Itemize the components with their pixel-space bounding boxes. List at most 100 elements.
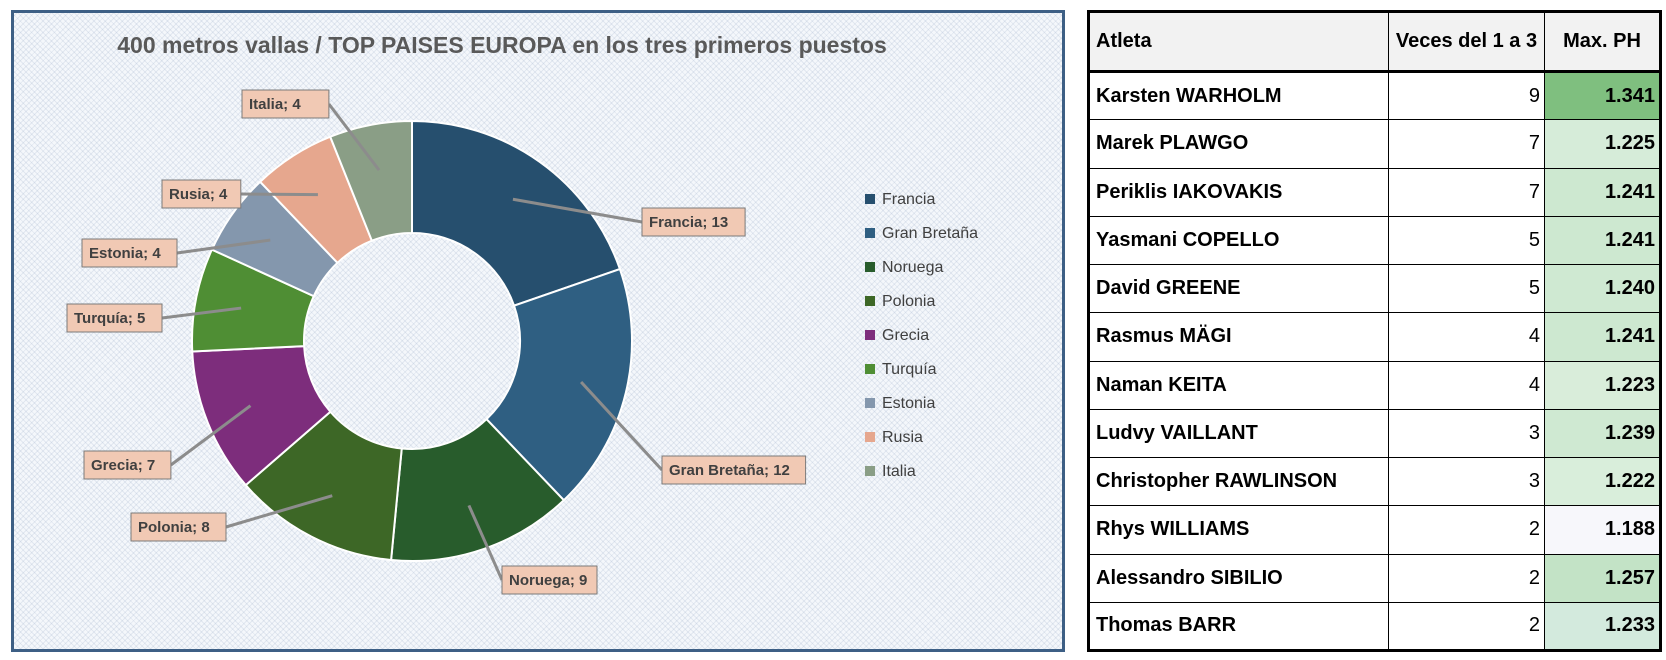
athlete-name: Rhys WILLIAMS xyxy=(1088,505,1389,555)
legend-label: Estonia xyxy=(882,395,935,412)
legend-label: Francia xyxy=(882,191,935,208)
max-ph-value: 1.222 xyxy=(1544,456,1661,507)
table-row: David GREENE 5 1.240 xyxy=(1088,263,1661,314)
athlete-name: Thomas BARR xyxy=(1088,601,1389,652)
data-label-box xyxy=(641,207,746,237)
legend-label: Rusia xyxy=(882,429,923,446)
athlete-name: Naman KEITA xyxy=(1088,360,1389,410)
legend-swatch xyxy=(865,398,875,408)
max-ph-value: 1.223 xyxy=(1544,360,1661,410)
legend-label: Noruega xyxy=(882,259,943,276)
podium-count: 2 xyxy=(1388,553,1545,603)
data-label-box xyxy=(66,303,163,333)
leader-line xyxy=(579,381,664,472)
data-label-box xyxy=(241,89,330,119)
data-label: Estonia; 4 xyxy=(89,245,161,262)
slice-italia xyxy=(328,119,413,243)
max-ph-value: 1.239 xyxy=(1544,408,1661,459)
chart-title: 400 metros vallas / TOP PAISES EUROPA en… xyxy=(117,32,887,58)
data-label-box xyxy=(661,455,807,485)
legend-swatch xyxy=(865,330,875,340)
leader-line xyxy=(176,238,271,255)
max-ph-value: 1.188 xyxy=(1544,505,1661,555)
data-label-box xyxy=(130,512,227,542)
athlete-name: Christopher RAWLINSON xyxy=(1088,456,1389,507)
max-ph-value: 1.341 xyxy=(1544,70,1661,121)
table-row: Yasmani COPELLO 5 1.241 xyxy=(1088,215,1661,266)
podium-count: 4 xyxy=(1388,312,1545,362)
data-label-box xyxy=(161,179,242,209)
data-label: Grecia; 7 xyxy=(91,457,155,474)
athlete-name: Yasmani COPELLO xyxy=(1088,215,1389,266)
header-times: Veces del 1 a 3 xyxy=(1388,11,1545,73)
table-header-row: Atleta Veces del 1 a 3 Max. PH xyxy=(1088,11,1661,73)
leader-line xyxy=(225,494,333,529)
athlete-name: Karsten WARHOLM xyxy=(1088,70,1389,121)
table-row: Marek PLAWGO 7 1.225 xyxy=(1088,119,1661,169)
legend: Francia Gran Bretaña Noruega Polonia Grecia T… xyxy=(865,191,978,480)
max-ph-value: 1.241 xyxy=(1544,312,1661,362)
table-row: Rasmus MÄGI 4 1.241 xyxy=(1088,312,1661,362)
data-labels: Francia; 13 Gran Bretaña; 12 Noruega; 9 Pol… xyxy=(66,89,807,595)
podium-count: 5 xyxy=(1388,263,1545,314)
athlete-name: Rasmus MÄGI xyxy=(1088,312,1389,362)
max-ph-value: 1.241 xyxy=(1544,215,1661,266)
table-row: Ludvy VAILLANT 3 1.239 xyxy=(1088,408,1661,459)
slice-francia xyxy=(411,119,622,307)
podium-count: 7 xyxy=(1388,119,1545,169)
athlete-name: Periklis IAKOVAKIS xyxy=(1088,167,1389,217)
podium-count: 5 xyxy=(1388,215,1545,266)
table-row: Naman KEITA 4 1.223 xyxy=(1088,360,1661,410)
athletes-table: Atleta Veces del 1 a 3 Max. PH Karsten W… xyxy=(1087,10,1662,652)
max-ph-value: 1.225 xyxy=(1544,119,1661,169)
athlete-name: Alessandro SIBILIO xyxy=(1088,553,1389,603)
podium-count: 9 xyxy=(1388,70,1545,121)
athlete-name: David GREENE xyxy=(1088,263,1389,314)
legend-label: Grecia xyxy=(882,327,929,344)
leader-line xyxy=(161,306,242,320)
header-max-ph: Max. PH xyxy=(1544,11,1661,73)
athlete-name: Marek PLAWGO xyxy=(1088,119,1389,169)
table-row: Christopher RAWLINSON 3 1.222 xyxy=(1088,456,1661,507)
legend-swatch xyxy=(865,432,875,442)
data-label-box xyxy=(83,450,172,480)
legend-swatch xyxy=(865,364,875,374)
leader-line xyxy=(512,197,643,224)
legend-swatch xyxy=(865,296,875,306)
header-athlete: Atleta xyxy=(1088,11,1389,73)
data-label: Francia; 13 xyxy=(649,214,728,231)
data-label: Rusia; 4 xyxy=(169,186,228,203)
max-ph-value: 1.233 xyxy=(1544,601,1661,652)
legend-swatch xyxy=(865,262,875,272)
athlete-name: Ludvy VAILLANT xyxy=(1088,408,1389,459)
donut-chart: 400 metros vallas / TOP PAISES EUROPA en… xyxy=(66,32,978,595)
podium-count: 3 xyxy=(1388,456,1545,507)
data-label: Turquía; 5 xyxy=(74,310,145,327)
data-label: Italia; 4 xyxy=(249,96,301,113)
podium-count: 4 xyxy=(1388,360,1545,410)
legend-label: Polonia xyxy=(882,293,935,310)
chart-panel: 400 metros vallas / TOP PAISES EUROPA en… xyxy=(11,10,1065,652)
table-row: Periklis IAKOVAKIS 7 1.241 xyxy=(1088,167,1661,217)
legend-swatch xyxy=(865,228,875,238)
table-row: Rhys WILLIAMS 2 1.188 xyxy=(1088,505,1661,555)
podium-count: 2 xyxy=(1388,601,1545,652)
leader-line xyxy=(327,103,381,172)
data-label: Polonia; 8 xyxy=(138,519,210,536)
data-label: Noruega; 9 xyxy=(509,572,587,589)
legend-swatch xyxy=(865,466,875,476)
podium-count: 2 xyxy=(1388,505,1545,555)
legend-label: Italia xyxy=(882,463,916,480)
max-ph-value: 1.241 xyxy=(1544,167,1661,217)
legend-label: Turquía xyxy=(882,361,937,378)
max-ph-value: 1.257 xyxy=(1544,553,1661,603)
podium-count: 7 xyxy=(1388,167,1545,217)
data-label: Gran Bretaña; 12 xyxy=(669,462,790,479)
podium-count: 3 xyxy=(1388,408,1545,459)
data-label-box xyxy=(501,565,598,595)
max-ph-value: 1.240 xyxy=(1544,263,1661,314)
legend-swatch xyxy=(865,194,875,204)
table-row: Alessandro SIBILIO 2 1.257 xyxy=(1088,553,1661,603)
donut-slices xyxy=(191,119,633,562)
data-label-box xyxy=(81,238,178,268)
